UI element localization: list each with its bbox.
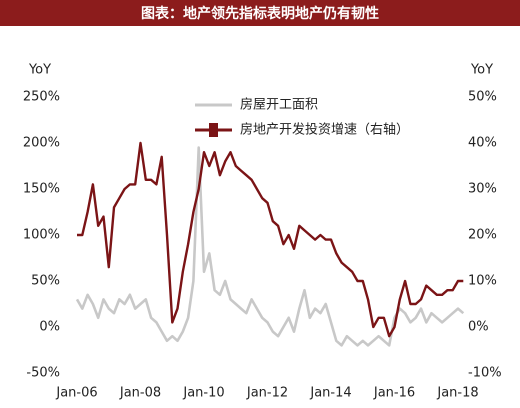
y-tick-label: 100% bbox=[23, 228, 60, 243]
series-line bbox=[77, 141, 464, 338]
y-tick-label: 150% bbox=[23, 182, 60, 197]
y-tick-label: 0% bbox=[39, 320, 60, 335]
y2-tick-label: 20% bbox=[468, 228, 497, 243]
chart-title: 图表：地产领先指标表明地产仍有韧性 bbox=[141, 5, 379, 22]
y2-tick-label: 50% bbox=[468, 90, 497, 105]
x-tick-label: Jan-10 bbox=[182, 386, 224, 401]
y2-tick-label: 30% bbox=[468, 182, 497, 197]
y2-tick-label: 40% bbox=[468, 136, 497, 151]
x-tick-label: Jan-06 bbox=[55, 386, 97, 401]
y2-tick-label: -10% bbox=[468, 366, 502, 381]
title-banner bbox=[0, 0, 520, 26]
y-axis-title: YoY bbox=[28, 63, 51, 78]
y-tick-label: -50% bbox=[26, 366, 60, 381]
legend-label: 房地产开发投资增速（右轴） bbox=[240, 122, 409, 138]
y-tick-label: 50% bbox=[31, 274, 60, 289]
x-tick-label: Jan-12 bbox=[246, 386, 288, 401]
y2-tick-label: 0% bbox=[468, 320, 489, 335]
x-tick-label: Jan-16 bbox=[373, 386, 415, 401]
x-tick-label: Jan-18 bbox=[436, 386, 478, 401]
y-tick-label: 200% bbox=[23, 136, 60, 151]
legend-label: 房屋开工面积 bbox=[240, 97, 318, 113]
y2-axis-title: YoY bbox=[470, 63, 493, 78]
legend-marker bbox=[209, 123, 218, 137]
x-tick-label: Jan-14 bbox=[309, 386, 351, 401]
x-tick-label: Jan-08 bbox=[119, 386, 161, 401]
y2-tick-label: 10% bbox=[468, 274, 497, 289]
y-tick-label: 250% bbox=[23, 90, 60, 105]
